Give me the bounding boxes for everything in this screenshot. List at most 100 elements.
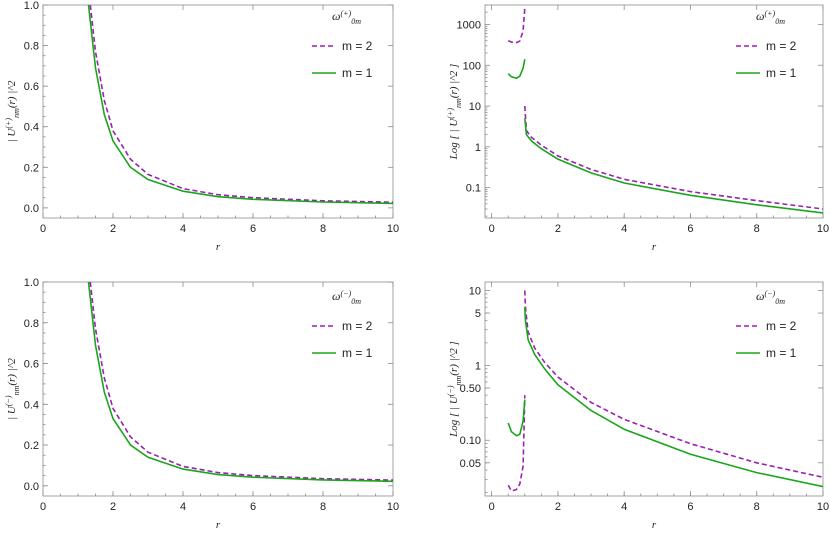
legend-title: ω(−)0m <box>756 289 785 306</box>
x-tick-label: 2 <box>555 501 561 513</box>
y-tick-label: 100 <box>463 60 481 72</box>
x-tick-label: 6 <box>687 501 693 513</box>
x-tick-label: 0 <box>489 501 495 513</box>
plot-area <box>87 282 393 483</box>
chart-panel-1: 0 2 4 6 8 10 0.0 0.2 0.4 0.6 0.8 1.0 r | U(+)nm(r) |^… <box>4 0 399 253</box>
y-axis-label-group: Log [ | U(+)nm(r) |^2 ] <box>446 64 463 161</box>
y-tick-label: 1 <box>475 142 481 154</box>
plot-frame <box>484 281 824 497</box>
legend-entry-label: m = 2 <box>342 39 373 53</box>
legend-entry-label: m = 1 <box>342 346 373 360</box>
y-tick-label: 10 <box>469 286 481 298</box>
x-tick-label: 6 <box>687 223 693 235</box>
y-tick-label: 0.8 <box>24 318 39 330</box>
x-tick-label: 0 <box>40 223 46 235</box>
plot-area <box>87 5 393 205</box>
legend: ω(+)0m m = 2 m = 1 <box>312 9 373 80</box>
y-tick-label: 0.8 <box>24 41 39 53</box>
x-tick-label: 2 <box>555 223 561 235</box>
series-line-m1-seg1 <box>87 5 393 205</box>
plot-area <box>507 8 823 214</box>
series-line-m2-seg1 <box>507 8 526 44</box>
x-tick-label: 4 <box>621 223 627 235</box>
legend: ω(−)0m m = 2 m = 1 <box>736 289 797 360</box>
x-axis-label: r <box>216 241 221 253</box>
y-tick-label: 1.0 <box>24 277 39 289</box>
x-tick-label: 10 <box>817 501 829 513</box>
series-line-m1-seg2 <box>524 307 823 488</box>
plot-frame <box>484 4 824 219</box>
y-tick-label: 0.0 <box>24 203 39 215</box>
series-line-m2-seg1 <box>89 5 393 203</box>
legend-entry-label: m = 2 <box>766 39 797 53</box>
legend-title: ω(+)0m <box>332 9 361 26</box>
x-axis-label: r <box>652 519 657 531</box>
y-tick-label: 1000 <box>457 19 481 31</box>
x-tick-label: 4 <box>621 501 627 513</box>
x-tick-label: 8 <box>754 501 760 513</box>
legend-entry-label: m = 2 <box>342 319 373 333</box>
y-axis-label: | U(−)nm(r) |^2 <box>4 358 21 420</box>
y-tick-label: 0.6 <box>24 81 39 93</box>
y-axis-label-group: Log [ | U(−)nm(r) |^2 ] <box>446 341 463 438</box>
x-tick-label: 10 <box>387 501 399 513</box>
series-line-m1-seg1 <box>87 282 393 483</box>
x-tick-label: 8 <box>320 223 326 235</box>
y-tick-label: 0.05 <box>460 458 481 470</box>
chart-panel-2: 0 2 4 6 8 10 0.1 1 10 100 1000 r Log [ | U(+)nm(r) |… <box>446 4 829 253</box>
legend-title: ω(−)0m <box>332 289 361 306</box>
y-tick-label: 1 <box>475 360 481 372</box>
y-tick-label: 0.4 <box>24 122 39 134</box>
y-tick-label: 10 <box>469 101 481 113</box>
x-tick-label: 2 <box>110 501 116 513</box>
x-tick-label: 8 <box>754 223 760 235</box>
plot-frame <box>42 281 394 497</box>
legend: ω(−)0m m = 2 m = 1 <box>312 289 373 360</box>
y-axis-label: Log [ | U(−)nm(r) |^2 ] <box>446 341 463 438</box>
legend-entry-label: m = 1 <box>342 66 373 80</box>
y-tick-label: 0.1 <box>466 183 481 195</box>
y-tick-label: 1.0 <box>24 0 39 12</box>
legend: ω(+)0m m = 2 m = 1 <box>736 9 797 80</box>
chart-panel-4: 0 2 4 6 8 10 0.05 0.10 0.50 1 5 10 r Log [ | U(−)nm(r… <box>446 281 829 531</box>
x-tick-label: 0 <box>40 501 46 513</box>
y-axis-label-group: | U(−)nm(r) |^2 <box>4 358 21 420</box>
legend-entry-label: m = 1 <box>766 346 797 360</box>
y-tick-label: 0.50 <box>460 383 481 395</box>
chart-panel-3: 0 2 4 6 8 10 0.0 0.2 0.4 0.6 0.8 1.0 r | U(−)nm(r) |^… <box>4 277 399 531</box>
x-axis-label: r <box>652 241 657 253</box>
legend-title: ω(+)0m <box>756 9 785 26</box>
plot-frame <box>42 4 394 219</box>
y-tick-label: 0.4 <box>24 399 39 411</box>
series-line-m2-seg2 <box>524 290 823 479</box>
y-axis-label-group: | U(+)nm(r) |^2 <box>4 80 21 142</box>
series-line-m2-seg2 <box>524 105 823 210</box>
x-tick-label: 6 <box>250 501 256 513</box>
series-line-m1-seg1 <box>507 59 526 80</box>
legend-entry-label: m = 1 <box>766 66 797 80</box>
x-tick-label: 4 <box>180 501 186 513</box>
x-tick-label: 10 <box>387 223 399 235</box>
y-tick-label: 0.6 <box>24 359 39 371</box>
y-axis-label: | U(+)nm(r) |^2 <box>4 80 21 142</box>
x-axis-label: r <box>216 519 221 531</box>
x-tick-label: 0 <box>489 223 495 235</box>
y-tick-label: 0.2 <box>24 162 39 174</box>
series-line-m1-seg1 <box>507 399 526 437</box>
y-axis-label: Log [ | U(+)nm(r) |^2 ] <box>446 64 463 161</box>
plot-area <box>507 290 823 492</box>
y-tick-label: 0.0 <box>24 481 39 493</box>
y-tick-label: 5 <box>475 308 481 320</box>
y-tick-label: 0.10 <box>460 435 481 447</box>
series-line-m2-seg1 <box>507 395 526 492</box>
series-line-m2-seg1 <box>89 282 393 481</box>
x-tick-label: 6 <box>250 223 256 235</box>
x-tick-label: 8 <box>320 501 326 513</box>
series-line-m1-seg2 <box>524 118 823 214</box>
legend-entry-label: m = 2 <box>766 319 797 333</box>
y-tick-label: 0.2 <box>24 440 39 452</box>
x-tick-label: 2 <box>110 223 116 235</box>
x-tick-label: 10 <box>817 223 829 235</box>
x-tick-label: 4 <box>180 223 186 235</box>
